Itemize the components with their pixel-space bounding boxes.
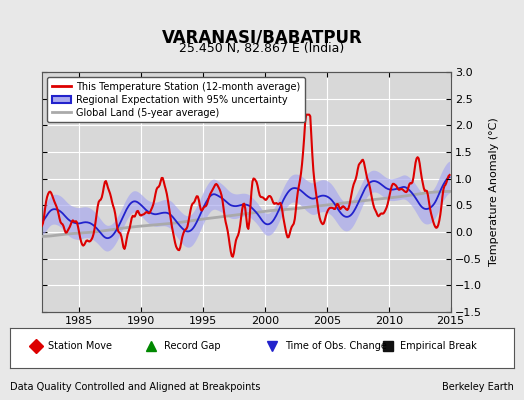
Text: Record Gap: Record Gap [164, 341, 221, 351]
Text: Data Quality Controlled and Aligned at Breakpoints: Data Quality Controlled and Aligned at B… [10, 382, 261, 392]
Y-axis label: Temperature Anomaly (°C): Temperature Anomaly (°C) [489, 118, 499, 266]
Text: Empirical Break: Empirical Break [400, 341, 477, 351]
Legend: This Temperature Station (12-month average), Regional Expectation with 95% uncer: This Temperature Station (12-month avera… [47, 77, 305, 122]
Text: Time of Obs. Change: Time of Obs. Change [285, 341, 387, 351]
Text: Berkeley Earth: Berkeley Earth [442, 382, 514, 392]
Text: VARANASI/BABATPUR: VARANASI/BABATPUR [161, 28, 363, 46]
Text: Station Move: Station Move [48, 341, 112, 351]
Text: 25.450 N, 82.867 E (India): 25.450 N, 82.867 E (India) [179, 42, 345, 55]
